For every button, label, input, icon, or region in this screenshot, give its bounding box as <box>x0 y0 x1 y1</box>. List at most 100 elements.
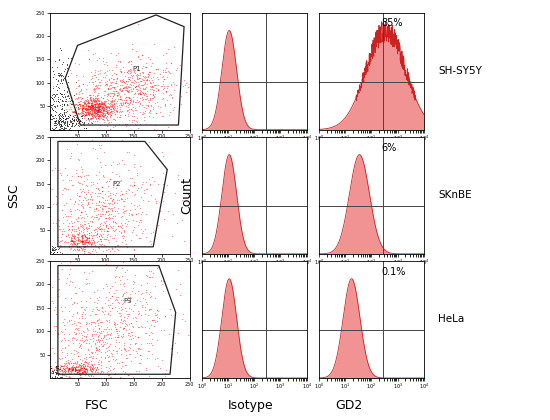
Point <box>160 327 168 334</box>
Point <box>104 66 113 73</box>
Point <box>74 240 82 247</box>
Point <box>47 113 56 120</box>
Point <box>135 90 144 97</box>
Point <box>116 333 125 340</box>
Point <box>134 53 142 60</box>
Point <box>49 249 58 256</box>
Point <box>138 208 146 215</box>
Point <box>111 324 119 331</box>
Point <box>94 94 102 101</box>
Point <box>65 113 74 120</box>
Point <box>95 342 103 349</box>
Point <box>59 107 68 113</box>
Point <box>62 200 70 207</box>
Point <box>130 78 139 84</box>
Point <box>79 196 87 203</box>
Point <box>84 108 92 115</box>
Point <box>76 365 85 372</box>
Point <box>95 116 104 123</box>
Point <box>81 238 90 244</box>
Point <box>118 87 127 93</box>
Point <box>88 375 97 381</box>
Point <box>118 87 127 93</box>
Point <box>62 119 71 126</box>
Point <box>112 307 121 314</box>
Point <box>89 105 97 111</box>
Point <box>79 81 87 88</box>
Point <box>122 241 131 247</box>
Point <box>140 80 149 87</box>
Point <box>72 329 80 336</box>
Point <box>107 350 116 357</box>
Point <box>75 285 84 291</box>
Point <box>149 323 158 330</box>
Point <box>162 181 171 188</box>
Point <box>124 304 133 311</box>
Point <box>61 368 70 375</box>
Point <box>58 77 67 84</box>
Point <box>101 104 110 110</box>
Point <box>75 197 84 203</box>
Point <box>65 317 74 323</box>
Point <box>58 100 67 107</box>
Point <box>118 191 127 198</box>
Point <box>56 126 65 133</box>
Point <box>45 184 54 191</box>
Point <box>107 134 116 141</box>
Point <box>69 113 78 119</box>
Point <box>108 250 117 257</box>
Point <box>97 113 106 120</box>
Point <box>101 88 109 94</box>
Point <box>126 66 135 73</box>
Point <box>140 85 148 92</box>
Point <box>75 368 84 375</box>
Point <box>109 102 118 109</box>
Point <box>108 110 117 117</box>
Point <box>102 242 111 249</box>
Point <box>97 336 106 343</box>
Point <box>91 83 100 89</box>
Point <box>82 112 91 119</box>
Point <box>109 228 118 235</box>
Point <box>95 104 103 110</box>
Point <box>93 107 102 113</box>
Point <box>68 120 76 126</box>
Point <box>128 323 136 330</box>
Point <box>45 248 54 255</box>
Point <box>90 101 98 108</box>
Point <box>94 107 103 113</box>
Point <box>116 66 124 72</box>
Point <box>82 105 91 111</box>
Point <box>119 227 128 234</box>
Point <box>151 312 160 319</box>
Point <box>78 233 87 240</box>
Point <box>86 364 95 371</box>
Point <box>150 40 158 47</box>
Point <box>107 224 116 231</box>
Point <box>67 312 76 319</box>
Point <box>85 105 94 112</box>
Point <box>54 114 63 121</box>
Point <box>135 217 144 223</box>
Point <box>87 103 96 110</box>
Point <box>50 246 59 253</box>
Point <box>61 126 70 133</box>
Point <box>152 66 161 73</box>
Point <box>59 220 68 226</box>
Point <box>117 333 126 340</box>
Point <box>89 112 98 118</box>
Point <box>82 125 91 131</box>
Point <box>126 97 135 104</box>
Point <box>117 307 126 313</box>
Point <box>51 112 60 118</box>
Point <box>79 232 88 239</box>
Point <box>78 231 87 238</box>
Point <box>81 332 90 339</box>
Point <box>163 46 172 52</box>
Point <box>140 114 149 121</box>
Point <box>100 235 109 242</box>
Point <box>79 99 87 106</box>
Point <box>117 108 125 115</box>
Point <box>108 105 117 112</box>
Point <box>118 190 127 197</box>
